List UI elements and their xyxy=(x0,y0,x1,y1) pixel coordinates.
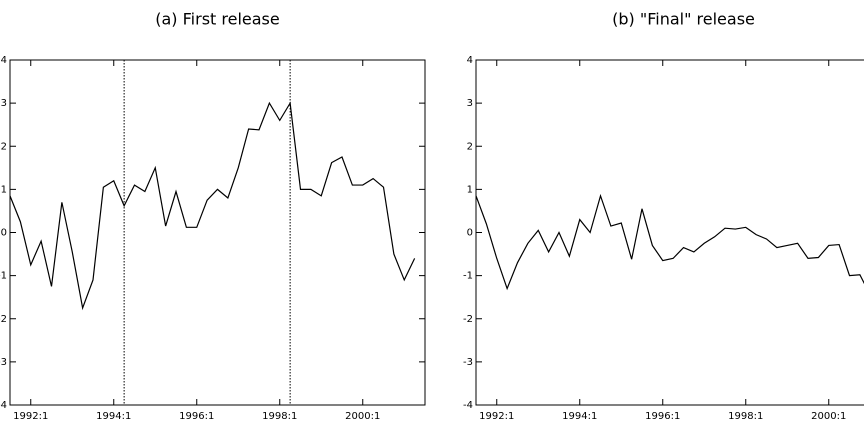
y-tick-label: -1 xyxy=(0,271,7,282)
y-tick-label: -3 xyxy=(0,357,7,368)
data-line xyxy=(475,193,864,291)
chart-title: (a) First release xyxy=(155,10,279,29)
plot-frame xyxy=(9,59,426,406)
x-tick-label: 1992:1 xyxy=(479,411,514,422)
y-tick-label: -4 xyxy=(0,400,7,411)
y-tick-label: -4 xyxy=(463,400,473,411)
x-tick-label: 1994:1 xyxy=(96,411,131,422)
x-tick-label: 1996:1 xyxy=(179,411,214,422)
x-tick-label: 2000:1 xyxy=(811,411,846,422)
y-tick-label: -1 xyxy=(463,271,473,282)
y-tick-label: -2 xyxy=(463,314,473,325)
y-tick-label: 0 xyxy=(467,228,473,239)
y-tick-label: -3 xyxy=(463,357,473,368)
x-tick-label: 2000:1 xyxy=(345,411,380,422)
data-line xyxy=(9,101,416,311)
x-tick-label: 1992:1 xyxy=(13,411,48,422)
y-tick-label: 4 xyxy=(467,55,473,66)
y-tick-label: 2 xyxy=(1,141,7,152)
y-tick-label: 0 xyxy=(1,228,7,239)
y-tick-label: 4 xyxy=(1,55,7,66)
y-tick-label: 3 xyxy=(467,98,473,109)
x-tick-label: 1998:1 xyxy=(262,411,297,422)
y-tick-label: 2 xyxy=(467,141,473,152)
y-tick-label: 1 xyxy=(467,184,473,195)
x-tick-label: 1998:1 xyxy=(728,411,763,422)
y-tick-label: 1 xyxy=(1,184,7,195)
x-tick-label: 1996:1 xyxy=(645,411,680,422)
x-tick-label: 1994:1 xyxy=(562,411,597,422)
plot-frame xyxy=(475,59,864,406)
y-tick-label: 3 xyxy=(1,98,7,109)
chart-title: (b) "Final" release xyxy=(612,10,755,29)
y-tick-label: -2 xyxy=(0,314,7,325)
